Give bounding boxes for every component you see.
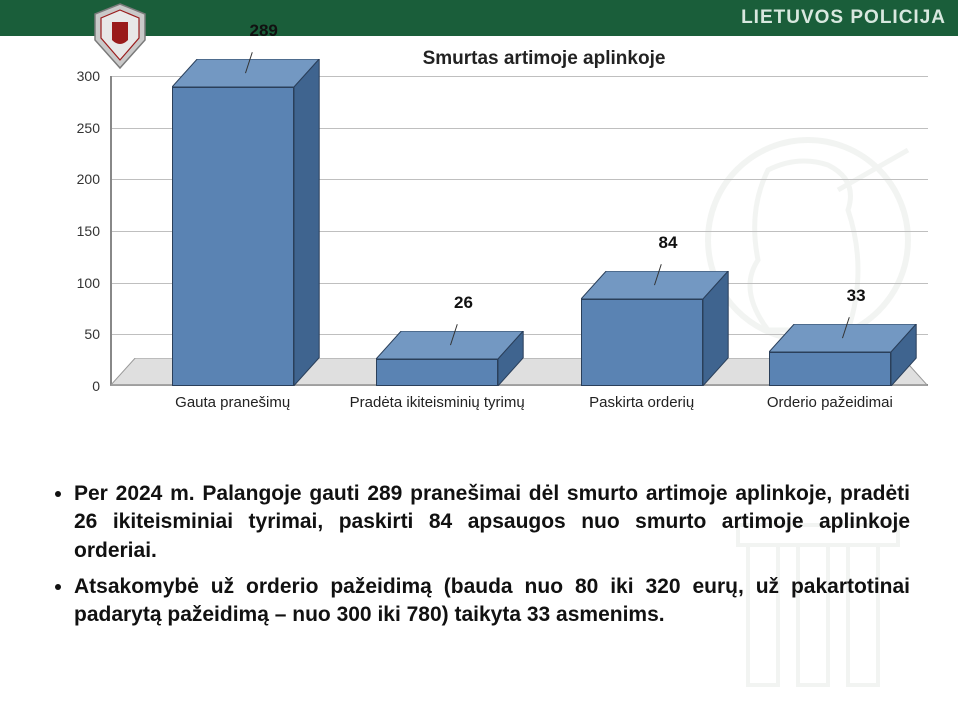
x-axis-label: Pradėta ikiteisminių tyrimų <box>350 394 525 411</box>
bar-side <box>294 59 322 386</box>
bar: 84 <box>581 271 731 386</box>
bar: 289 <box>172 59 322 386</box>
bar-front <box>376 359 498 386</box>
bullet-ul: Per 2024 m. Palangoje gauti 289 pranešim… <box>48 480 910 630</box>
bar: 26 <box>376 331 526 386</box>
bar-value-label: 289 <box>249 21 277 41</box>
bar-front <box>581 299 703 386</box>
y-tick-label: 200 <box>77 171 100 187</box>
bar-side <box>891 324 919 386</box>
bar-front <box>769 352 891 386</box>
bar-front <box>172 87 294 386</box>
y-tick-label: 0 <box>92 378 100 394</box>
y-axis: 050100150200250300 <box>66 76 106 386</box>
bar-value-label: 26 <box>454 293 473 313</box>
chart-plot: 050100150200250300 289268433 Gauta prane… <box>70 76 928 416</box>
y-tick-label: 50 <box>84 326 100 342</box>
y-tick-label: 300 <box>77 68 100 84</box>
bars-container: 289268433 <box>110 76 928 386</box>
bar-value-label: 33 <box>847 286 866 306</box>
chart-area: Smurtas artimoje aplinkoje 0501001502002… <box>20 48 938 448</box>
bar: 33 <box>769 324 919 386</box>
bullet-item: Per 2024 m. Palangoje gauti 289 pranešim… <box>74 480 910 565</box>
bullet-item: Atsakomybė už orderio pažeidimą (bauda n… <box>74 573 910 630</box>
y-tick-label: 150 <box>77 223 100 239</box>
bar-side <box>498 331 526 386</box>
header-title: LIETUVOS POLICIJA <box>741 7 946 29</box>
y-tick-label: 100 <box>77 275 100 291</box>
y-tick-label: 250 <box>77 120 100 136</box>
bar-value-label: 84 <box>658 233 677 253</box>
x-axis-labels: Gauta pranešimų Pradėta ikiteisminių tyri… <box>110 390 928 416</box>
bar-side <box>703 271 731 386</box>
x-axis-label: Orderio pažeidimai <box>767 394 893 411</box>
x-axis-label: Paskirta orderių <box>589 394 694 411</box>
bullet-list: Per 2024 m. Palangoje gauti 289 pranešim… <box>48 480 910 638</box>
x-axis-label: Gauta pranešimų <box>175 394 290 411</box>
